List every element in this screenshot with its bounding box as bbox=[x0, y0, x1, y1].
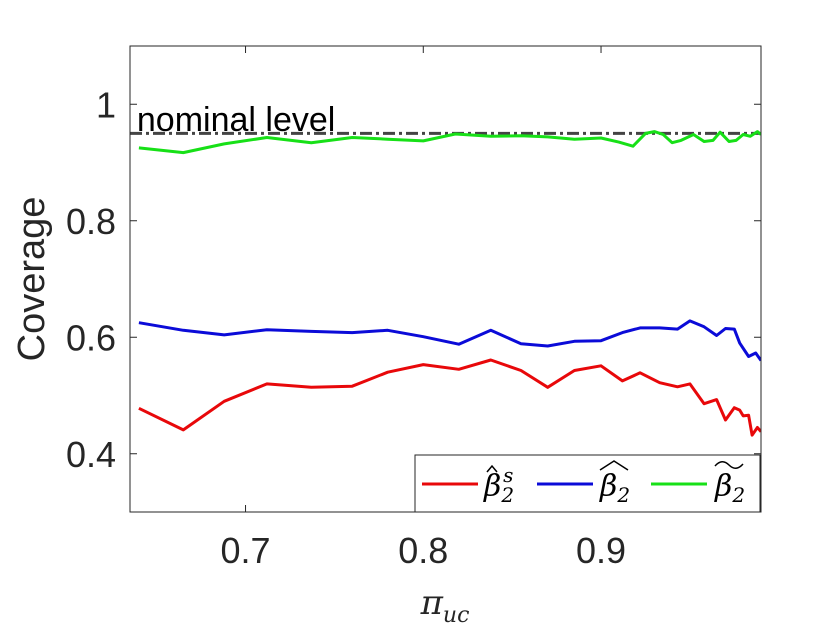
y-tick-label: 0.4 bbox=[66, 434, 116, 475]
x-axis-title-main: π bbox=[420, 583, 444, 623]
y-tick-label: 1 bbox=[96, 84, 116, 125]
legend-label-beta2-hat-base: β bbox=[599, 469, 617, 504]
legend-label-beta2-s: β2s bbox=[483, 463, 514, 507]
legend: β2s β2 β2 bbox=[414, 454, 761, 513]
nominal-level-annotation: nominal level bbox=[137, 101, 335, 139]
y-axis-title: Coverage bbox=[11, 197, 53, 362]
series-layer bbox=[138, 130, 761, 437]
x-tick-label: 0.9 bbox=[576, 530, 626, 571]
y-tick-label: 0.6 bbox=[66, 317, 116, 358]
y-tick-label: 0.8 bbox=[66, 201, 116, 242]
legend-label-beta2-s-sub: 2 bbox=[500, 483, 514, 507]
x-axis-title: πuc bbox=[420, 583, 470, 628]
legend-widehat-beta2 bbox=[599, 460, 629, 471]
legend-label-beta2-tilde: β2 bbox=[714, 469, 745, 507]
legend-label-beta2-tilde-base: β bbox=[714, 469, 732, 504]
y-tick-labels: 0.4 0.6 0.8 1 bbox=[66, 84, 116, 475]
plot-background bbox=[130, 46, 761, 512]
x-tick-labels: 0.7 0.8 0.9 bbox=[221, 530, 627, 571]
legend-hat-beta2-s bbox=[486, 464, 498, 473]
legend-label-beta2-hat-sub: 2 bbox=[616, 483, 630, 507]
legend-label-beta2-hat: β2 bbox=[599, 469, 630, 507]
legend-widetilde-beta2 bbox=[714, 461, 744, 469]
legend-label-beta2-s-base: β bbox=[483, 469, 501, 504]
series-line-beta2-s bbox=[138, 358, 761, 437]
series-line-beta2-tilde bbox=[138, 130, 761, 155]
x-tick-label: 0.8 bbox=[398, 530, 448, 571]
x-axis-title-sub: uc bbox=[443, 603, 470, 628]
legend-label-beta2-tilde-sub: 2 bbox=[731, 483, 745, 507]
legend-label-beta2-s-sup: s bbox=[503, 463, 513, 487]
x-tick-label: 0.7 bbox=[221, 530, 271, 571]
series-line-beta2-hat bbox=[138, 319, 761, 362]
